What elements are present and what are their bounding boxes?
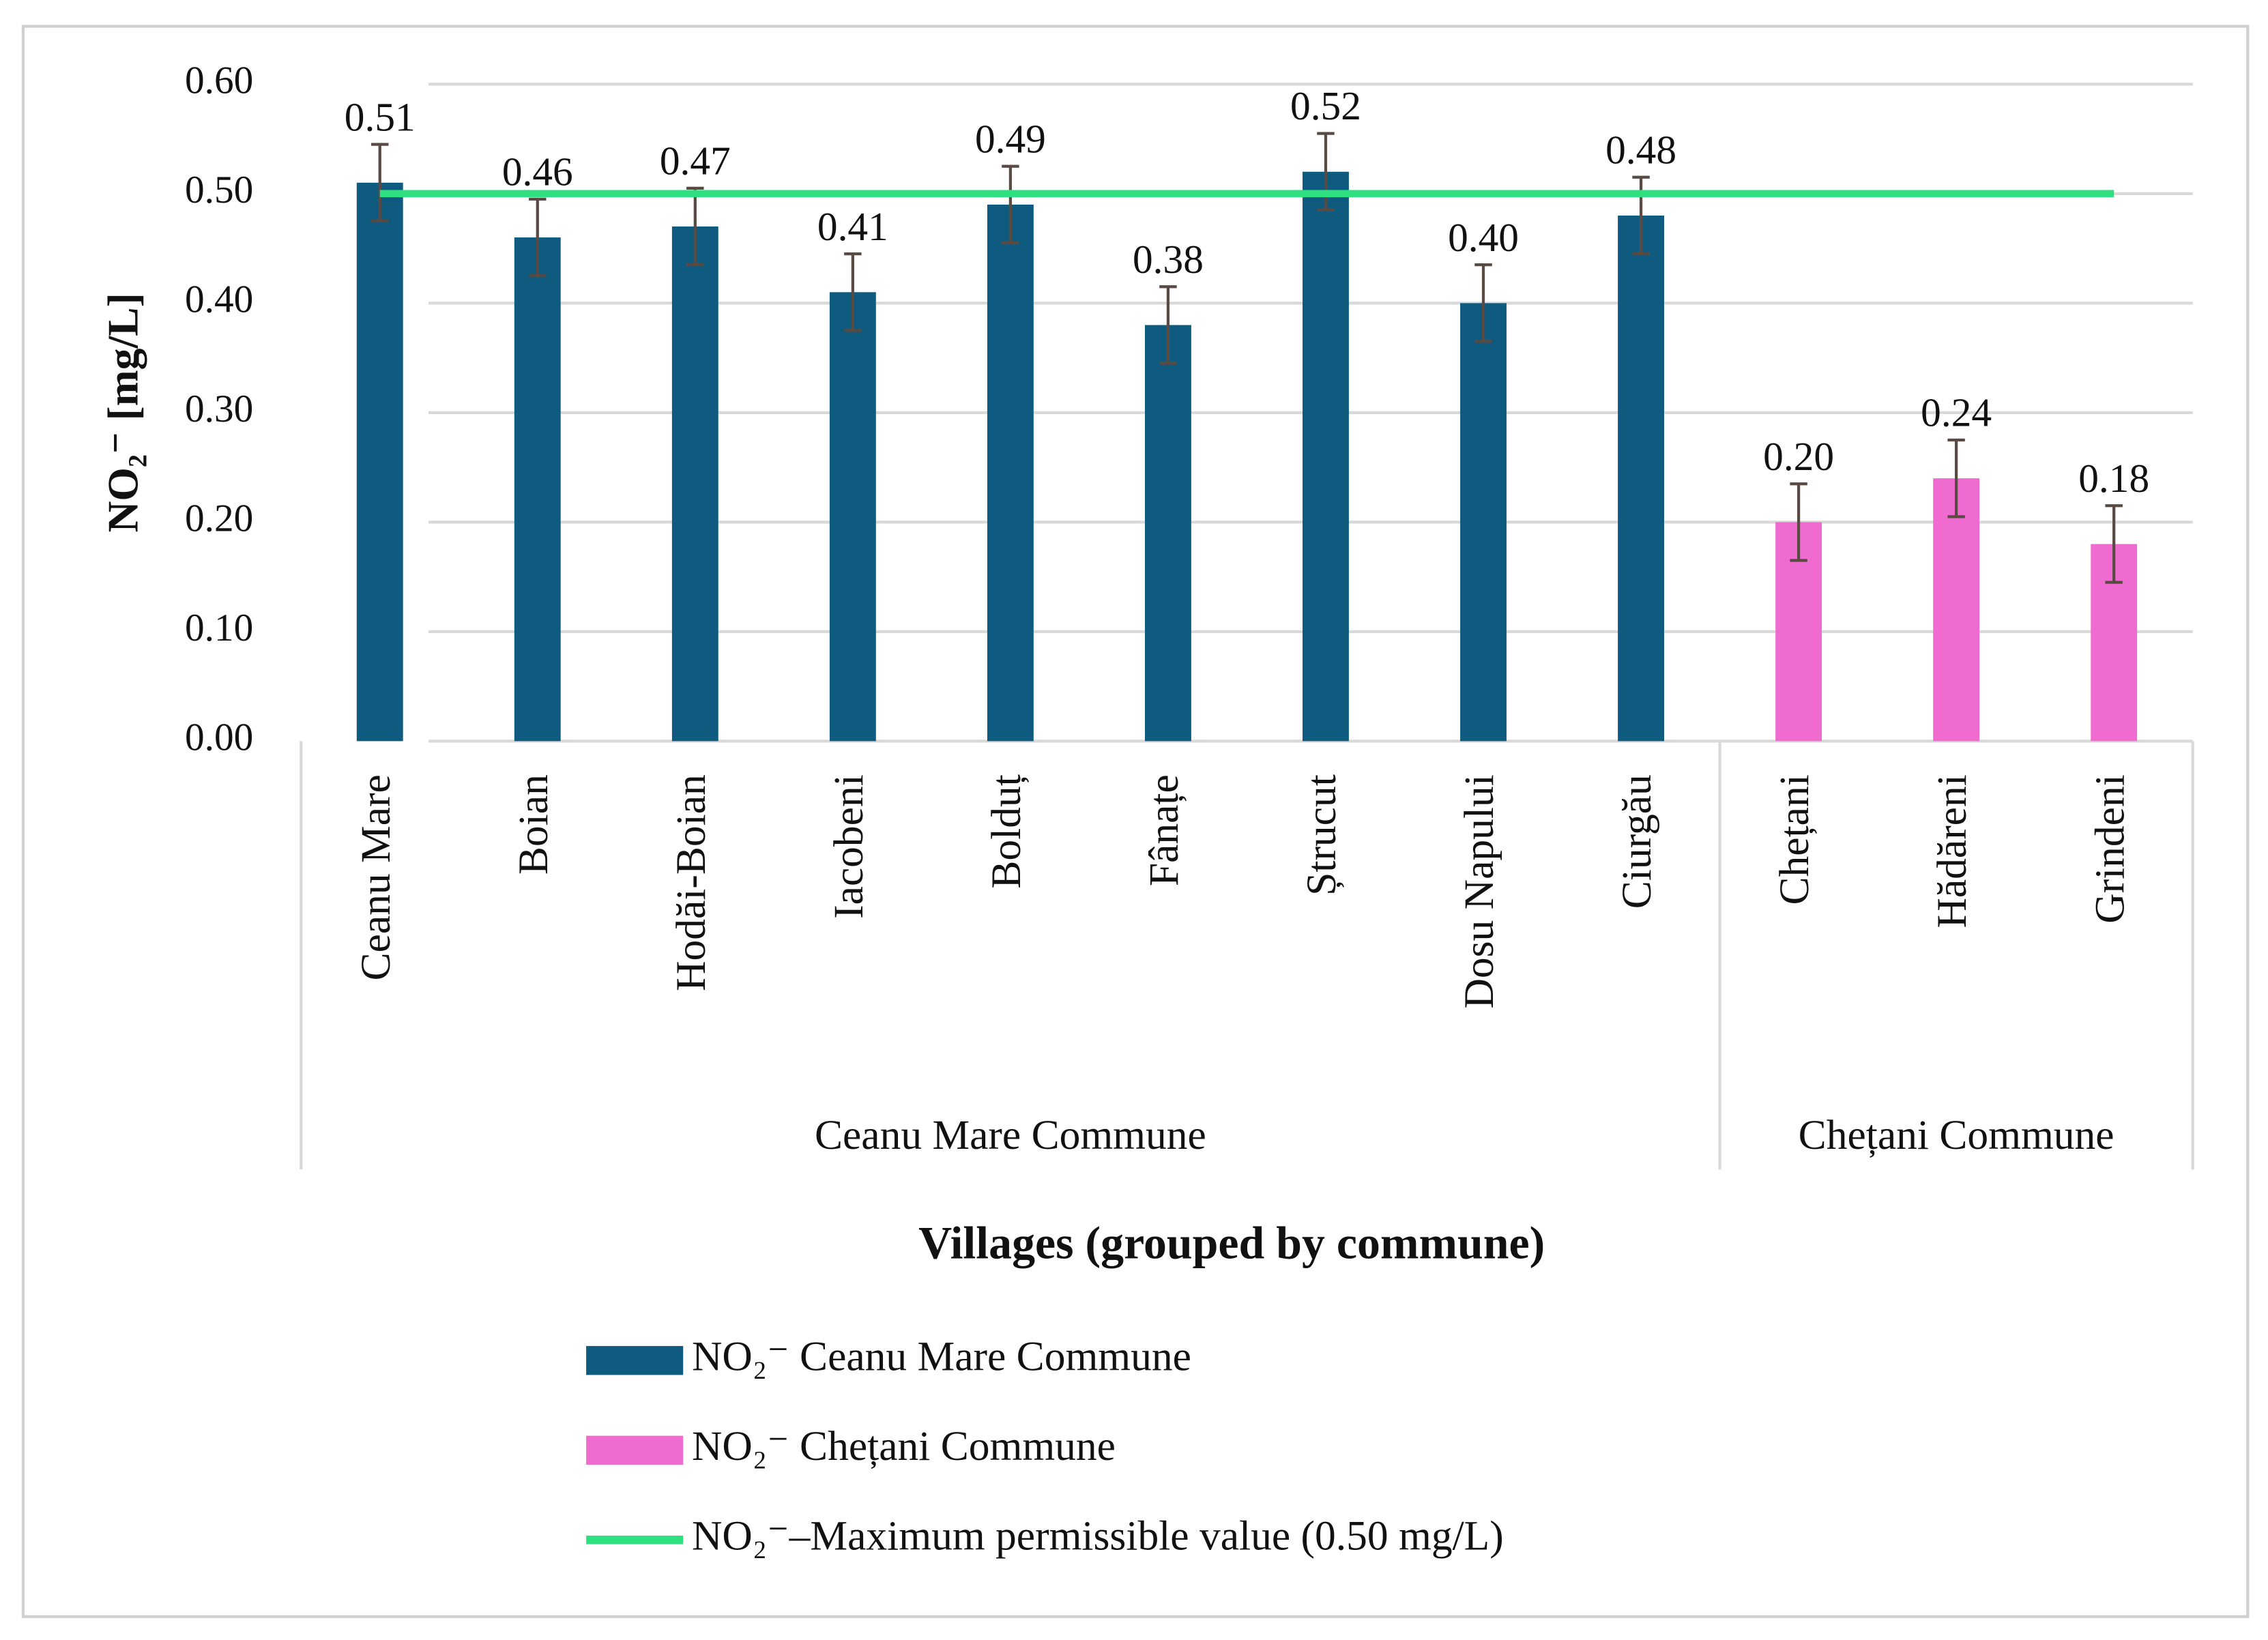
bar [1144, 325, 1191, 742]
y-tick-label: 0.60 [185, 59, 253, 102]
x-tick-label: Ceanu Mare [353, 774, 399, 980]
legend-label: NO₂⁻ Ceanu Mare Commune [692, 1333, 1191, 1379]
bar [1618, 215, 1664, 742]
data-label: 0.20 [1763, 434, 1834, 479]
error-bar [1317, 132, 1335, 212]
legend-swatch [586, 1346, 684, 1375]
data-label: 0.18 [2078, 456, 2149, 501]
y-tick-label: 0.30 [185, 387, 253, 430]
x-tick-label: Chețani [1771, 774, 1818, 905]
data-label: 0.48 [1605, 127, 1676, 172]
x-tick-label: Ciurgău [1614, 774, 1660, 909]
bar [1460, 303, 1507, 742]
error-bar [2105, 504, 2123, 584]
data-label: 0.40 [1448, 215, 1519, 260]
error-bar [1159, 285, 1177, 365]
error-bar [1002, 164, 1019, 245]
error-bar [686, 186, 704, 267]
error-bar [371, 143, 389, 223]
legend-label: NO₂⁻–Maximum permissible value (0.50 mg/… [692, 1512, 1504, 1559]
y-axis-title: NO₂⁻ [mg/L] [98, 293, 147, 532]
y-tick-label: 0.00 [185, 716, 253, 759]
x-axis-title: Villages (grouped by commune) [918, 1217, 1545, 1268]
error-bar [529, 197, 547, 278]
y-tick-label: 0.10 [185, 606, 253, 649]
bar [514, 237, 561, 742]
y-tick-label: 0.50 [185, 169, 253, 211]
data-label: 0.46 [502, 149, 573, 194]
group-label: Chețani Commune [1799, 1112, 2114, 1158]
bar [1933, 478, 1980, 742]
legend-swatch [586, 1435, 684, 1465]
x-tick-label: Iacobeni [826, 774, 872, 919]
error-bar [1947, 438, 1965, 518]
error-bar [1474, 263, 1492, 343]
data-label: 0.41 [817, 204, 888, 249]
x-tick-label: Hădăreni [1929, 774, 1975, 928]
error-bar [844, 252, 862, 332]
bar [1303, 171, 1349, 742]
x-tick-label: Ștrucut [1298, 774, 1345, 896]
data-label: 0.24 [1921, 390, 1992, 435]
bar [987, 204, 1034, 742]
error-bar [1632, 175, 1650, 256]
group-label: Ceanu Mare Commune [815, 1112, 1206, 1158]
x-tick-label: Grindeni [2087, 774, 2133, 924]
y-tick-label: 0.40 [185, 278, 253, 321]
data-label: 0.52 [1290, 83, 1361, 128]
error-bar [1790, 482, 1807, 562]
data-label: 0.51 [345, 94, 416, 139]
x-tick-label: Bolduț [983, 774, 1030, 888]
bar [829, 292, 876, 742]
x-tick-label: Boian [510, 774, 557, 875]
data-label: 0.47 [660, 138, 731, 184]
x-tick-label: Fânațe [1141, 774, 1187, 886]
x-tick-label: Dosu Napului [1456, 774, 1502, 1008]
x-tick-label: Hodăi-Boian [668, 774, 714, 991]
data-label: 0.49 [975, 116, 1046, 161]
bar [671, 226, 718, 742]
data-label: 0.38 [1133, 237, 1204, 282]
y-tick-label: 0.20 [185, 497, 253, 540]
bar [356, 182, 403, 742]
legend-label: NO₂⁻ Chețani Commune [692, 1423, 1116, 1469]
